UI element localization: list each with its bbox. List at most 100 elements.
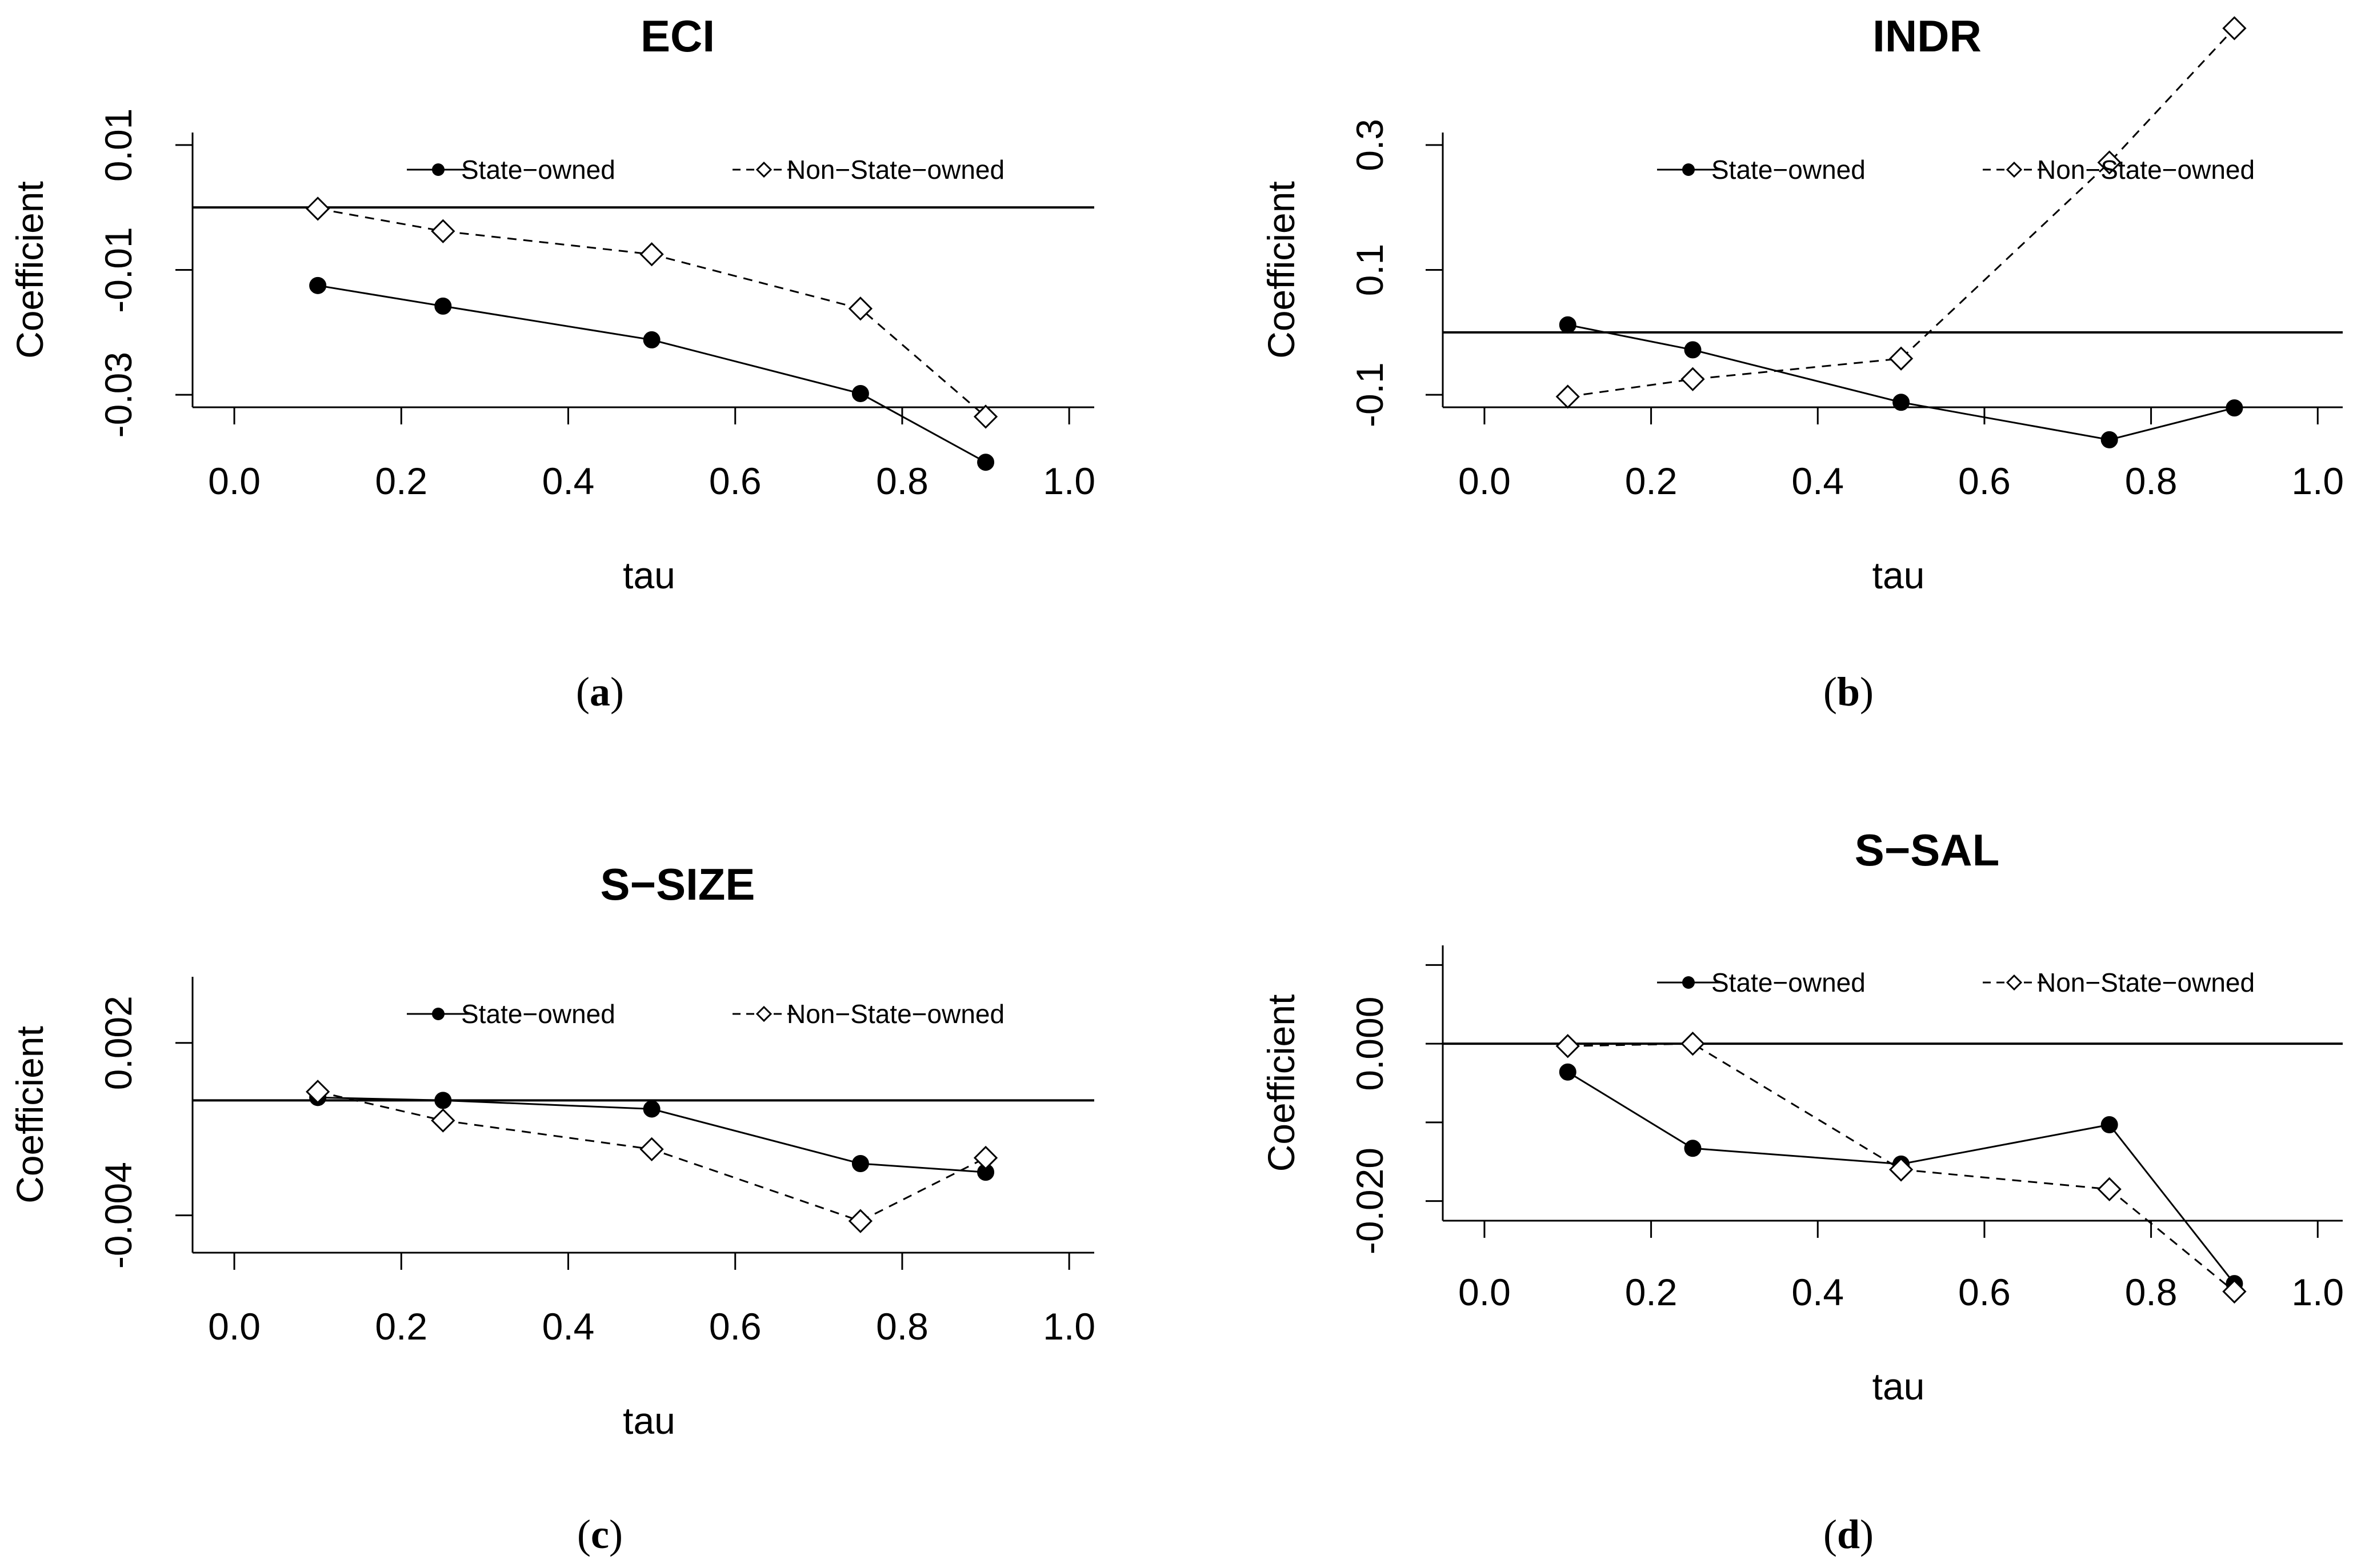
y-tick-label: 0.000 — [1348, 997, 1391, 1091]
legend-marker — [755, 1005, 773, 1022]
y-tick-label: -0.01 — [97, 227, 139, 312]
data-point-state-owned — [851, 1155, 869, 1173]
data-point-state-owned — [851, 384, 869, 402]
data-point-state-owned — [2226, 399, 2243, 417]
data-point-non-state-owned — [306, 196, 330, 221]
x-tick-label: 0.2 — [1625, 460, 1678, 502]
x-tick-label: 0.0 — [208, 460, 261, 502]
x-tick-label: 0.0 — [1458, 460, 1511, 502]
x-tick-label: 0.4 — [542, 1305, 595, 1348]
legend-label: Non−State−owned — [787, 155, 1005, 185]
legend-marker — [755, 161, 773, 178]
data-point-non-state-owned — [306, 1080, 330, 1104]
x-tick-label: 0.8 — [876, 460, 929, 502]
x-tick-label: 0.4 — [1791, 1271, 1844, 1313]
data-point-state-owned — [1892, 394, 1910, 411]
series-line-non-state-owned — [1567, 27, 2235, 398]
x-tick-label: 0.6 — [1958, 460, 2011, 502]
data-point-state-owned — [643, 331, 661, 348]
x-tick-label: 0.2 — [375, 1305, 427, 1348]
data-point-non-state-owned — [848, 1209, 873, 1233]
x-tick-label: 1.0 — [1043, 460, 1095, 502]
y-tick-label: 0.1 — [1348, 244, 1391, 296]
legend-marker — [1682, 163, 1695, 176]
data-point-non-state-owned — [2097, 150, 2122, 175]
data-point-non-state-owned — [973, 1145, 998, 1170]
data-point-non-state-owned — [848, 296, 873, 321]
x-tick-label: 0.2 — [1625, 1271, 1678, 1313]
x-axis-label: tau — [1872, 554, 1925, 596]
data-point-non-state-owned — [431, 219, 455, 243]
legend-label: State−owned — [461, 999, 615, 1029]
panel-caption: (c) — [577, 1511, 623, 1557]
panel-caption: (a) — [576, 669, 624, 715]
x-tick-label: 0.4 — [542, 460, 595, 502]
data-point-non-state-owned — [639, 242, 664, 267]
x-tick-label: 0.2 — [375, 460, 427, 502]
y-axis-label: Coefficient — [9, 1026, 51, 1204]
data-point-non-state-owned — [1888, 1157, 1914, 1182]
panel-c: S−SIZE 0.0 0.2 0.4 0.6 0.8 1.0 -0.004 0.002 tau Co… — [9, 859, 1095, 1557]
panel-d: S−SAL 0.0 0.2 0.4 0.6 0.8 1.0 -0.020 0.000 tau Coe… — [1260, 825, 2344, 1557]
legend-label: Non−State−owned — [2037, 968, 2255, 997]
x-axis-label: tau — [623, 554, 675, 596]
x-axis-label: tau — [1872, 1365, 1925, 1407]
x-tick-label: 1.0 — [2291, 460, 2344, 502]
data-point-non-state-owned — [1555, 1034, 1580, 1058]
y-tick-label: -0.020 — [1348, 1148, 1391, 1254]
panel-title: ECI — [641, 11, 715, 61]
data-point-non-state-owned — [431, 1108, 455, 1133]
data-point-state-owned — [1684, 1140, 1702, 1157]
data-point-non-state-owned — [639, 1137, 664, 1161]
panel-b: INDR 0.0 0.2 0.4 0.6 0.8 1.0 -0.1 0.1 0.3 tau Coeff… — [1260, 11, 2344, 715]
data-point-non-state-owned — [1680, 1032, 1705, 1056]
legend-label: State−owned — [461, 155, 615, 185]
legend-marker — [432, 1008, 445, 1020]
data-point-non-state-owned — [2097, 1177, 2122, 1202]
y-tick-label: 0.3 — [1348, 119, 1391, 171]
data-point-non-state-owned — [1680, 367, 1705, 391]
legend-marker — [432, 163, 445, 176]
panel-a: ECI 0.0 0.2 0.4 0.6 0.8 1.0 -0.03 -0.01 0.01 tau Co… — [9, 11, 1095, 715]
series-line-state-owned — [317, 284, 986, 463]
data-point-state-owned — [1684, 341, 1702, 359]
legend-label: Non−State−owned — [2037, 155, 2255, 185]
y-tick-label: 0.01 — [97, 109, 139, 182]
legend-label: State−owned — [1711, 155, 1866, 185]
legend-label: Non−State−owned — [787, 999, 1005, 1029]
x-tick-label: 0.6 — [1958, 1271, 2011, 1313]
x-tick-label: 0.8 — [876, 1305, 929, 1348]
data-point-non-state-owned — [2222, 16, 2247, 41]
panel-caption: (d) — [1823, 1511, 1874, 1557]
data-point-state-owned — [434, 1092, 452, 1109]
legend-label: State−owned — [1711, 968, 1866, 997]
x-tick-label: 0.4 — [1791, 460, 1844, 502]
x-tick-label: 0.8 — [2125, 460, 2178, 502]
data-point-state-owned — [2100, 1116, 2118, 1133]
legend-marker — [1682, 976, 1695, 989]
data-point-non-state-owned — [973, 404, 998, 429]
panel-title: S−SAL — [1855, 825, 2000, 875]
data-point-state-owned — [977, 454, 995, 471]
x-tick-label: 1.0 — [2291, 1271, 2344, 1313]
x-tick-label: 0.6 — [709, 1305, 762, 1348]
data-point-state-owned — [1559, 316, 1576, 334]
y-axis-label: Coefficient — [9, 181, 51, 359]
data-point-state-owned — [643, 1100, 661, 1118]
x-tick-label: 0.6 — [709, 460, 762, 502]
x-axis-label: tau — [623, 1399, 675, 1442]
y-tick-label: -0.03 — [97, 352, 139, 438]
data-point-non-state-owned — [1888, 346, 1914, 371]
series-line-non-state-owned — [317, 207, 987, 418]
data-point-state-owned — [2100, 431, 2118, 448]
legend-marker — [2006, 974, 2023, 991]
y-tick-label: 0.002 — [97, 996, 139, 1090]
data-point-state-owned — [309, 276, 327, 294]
y-axis-label: Coefficient — [1260, 181, 1302, 359]
y-tick-label: -0.004 — [97, 1162, 139, 1269]
panel-title: INDR — [1872, 11, 1982, 61]
legend-marker — [2006, 161, 2023, 178]
data-point-non-state-owned — [2222, 1279, 2247, 1304]
data-point-non-state-owned — [1555, 384, 1580, 409]
